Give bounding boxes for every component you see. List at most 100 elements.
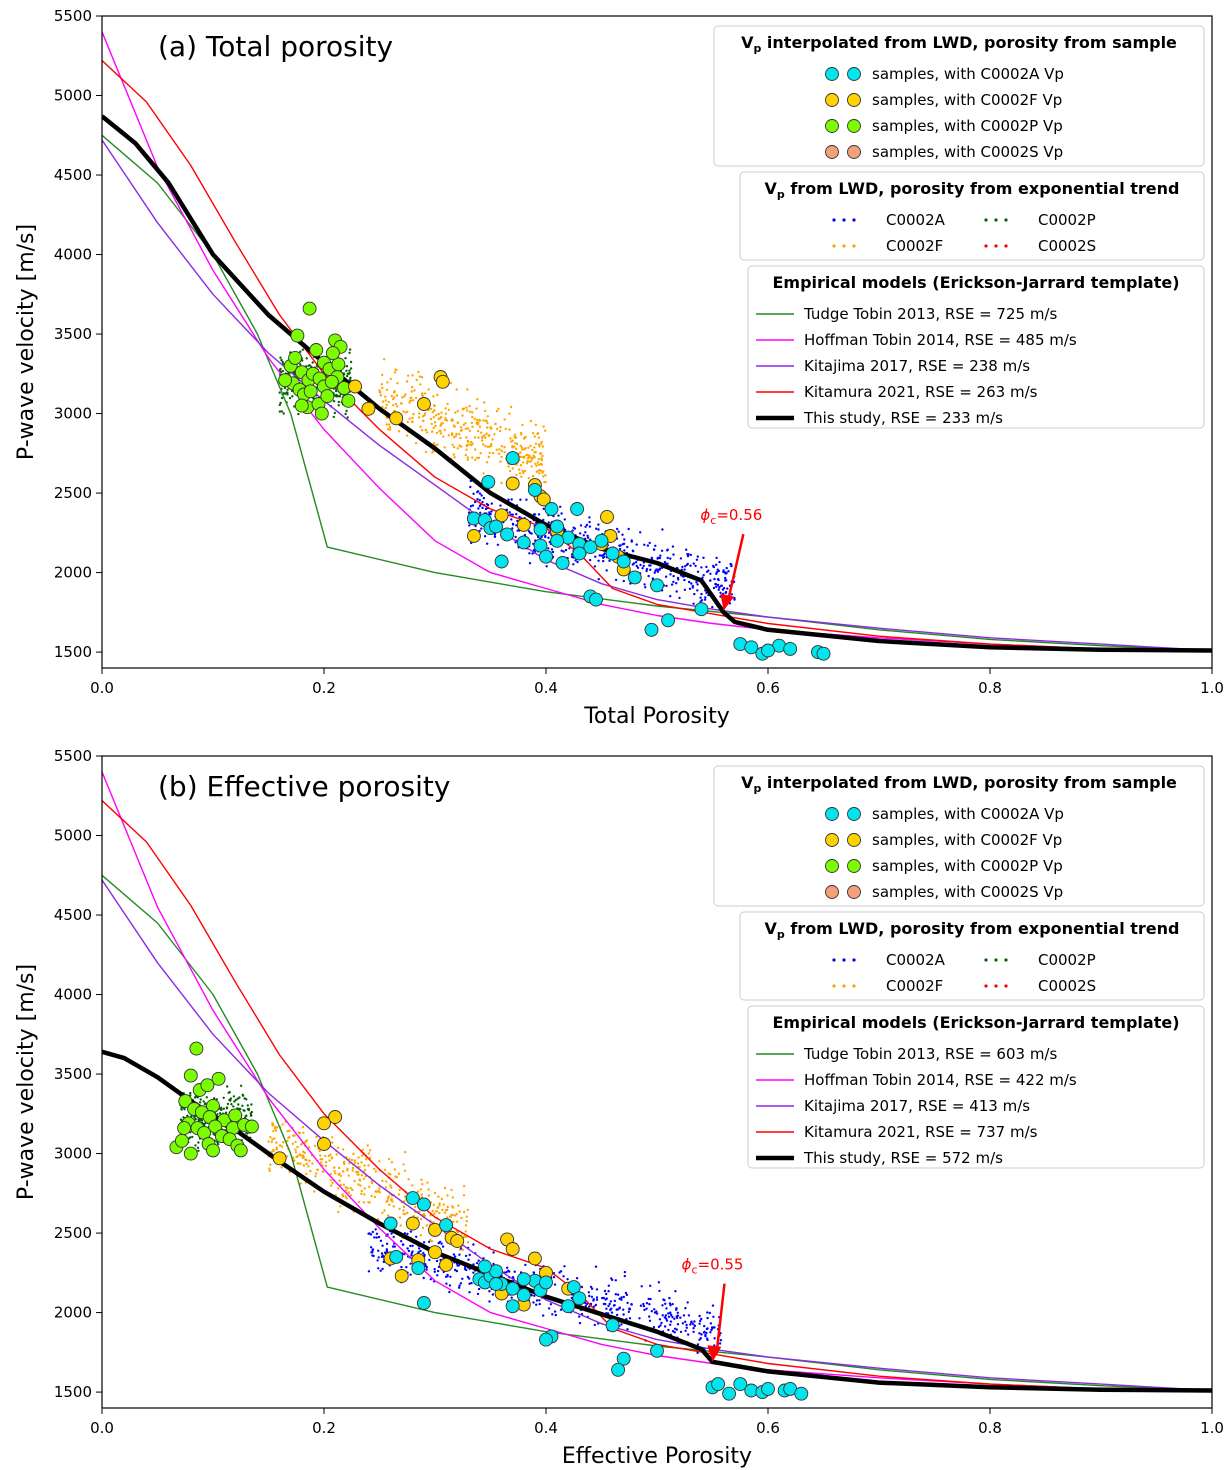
lwd-point: [411, 1244, 414, 1248]
sample-point: [650, 1343, 664, 1358]
lwd-point: [307, 1165, 310, 1168]
lwd-point: [590, 1295, 594, 1299]
lwd-point: [305, 1158, 308, 1162]
lwd-point: [507, 465, 510, 468]
lwd-point: [687, 1333, 690, 1336]
legend-marker: [847, 859, 861, 873]
lwd-point: [454, 1268, 457, 1272]
lwd-point: [321, 1158, 324, 1161]
y-tick-label: 4500: [54, 906, 92, 924]
legend-marker: [847, 119, 861, 133]
lwd-point: [409, 1244, 412, 1248]
lwd-point: [651, 577, 654, 580]
lwd-point: [648, 541, 651, 545]
legend-label: samples, with C0002S Vp: [872, 143, 1063, 161]
lwd-point: [708, 1311, 711, 1315]
lwd-point: [675, 590, 678, 593]
lwd-point: [357, 1200, 361, 1204]
lwd-point: [425, 1268, 428, 1271]
lwd-point: [643, 583, 646, 586]
lwd-point: [344, 357, 347, 360]
sample-point: [177, 1121, 192, 1136]
lwd-point: [476, 398, 479, 401]
lwd-point: [533, 513, 537, 516]
lwd-point: [379, 394, 383, 397]
lwd-point: [454, 1255, 457, 1258]
lwd-point: [508, 428, 511, 431]
sample-point: [411, 1261, 426, 1276]
lwd-point: [477, 436, 480, 439]
lwd-point: [536, 470, 539, 473]
lwd-point: [468, 404, 471, 408]
lwd-point: [238, 1096, 241, 1099]
lwd-point: [392, 397, 395, 401]
x-tick-label: 0.6: [756, 1419, 780, 1437]
lwd-point: [537, 443, 541, 446]
lwd-point: [342, 1183, 346, 1186]
lwd-point: [281, 1123, 284, 1126]
lwd-point: [428, 1258, 431, 1262]
lwd-point: [519, 464, 523, 467]
lwd-point: [407, 1249, 411, 1253]
lwd-point: [409, 1262, 412, 1265]
lwd-point: [381, 1179, 384, 1183]
lwd-point: [663, 1325, 667, 1328]
critical-porosity-annotation: ϕc=0.55: [682, 1256, 743, 1362]
chart-panel-b: 0.0 0.2 0.4 0.6 0.8 1.0 1500 2000 2500 3000 3500 40…: [14, 747, 1224, 1469]
lwd-point: [714, 583, 718, 586]
sample-point: [294, 398, 309, 413]
lwd-point: [659, 1324, 662, 1327]
lwd-point: [338, 395, 341, 398]
lwd-point: [560, 549, 563, 552]
legend-dot: [832, 984, 836, 988]
lwd-point: [475, 407, 478, 410]
lwd-point: [423, 1253, 426, 1257]
lwd-point: [366, 1144, 369, 1147]
lwd-point: [682, 1314, 686, 1317]
lwd-point: [660, 549, 664, 552]
legend-label: C0002A: [886, 211, 946, 229]
annotation-arrowhead: [720, 593, 734, 611]
lwd-point: [642, 1304, 646, 1308]
lwd-point: [473, 436, 477, 439]
lwd-point: [333, 1166, 336, 1169]
sample-point: [489, 519, 503, 534]
lwd-point: [345, 365, 349, 368]
lwd-point: [342, 1148, 345, 1151]
legend-marker: [825, 67, 839, 81]
lwd-point: [395, 1175, 398, 1179]
lwd-point: [432, 1203, 436, 1207]
lwd-point: [484, 445, 487, 448]
lwd-point: [547, 531, 551, 534]
sample-point: [733, 1377, 748, 1392]
lwd-point: [705, 1327, 709, 1331]
lwd-point: [272, 1129, 275, 1133]
y-tick-label: 4000: [54, 986, 92, 1004]
lwd-point: [663, 1299, 666, 1302]
lwd-point: [698, 1338, 701, 1342]
lwd-point: [529, 419, 533, 423]
lwd-point: [486, 445, 490, 449]
lwd-point: [642, 1302, 645, 1306]
lwd-point: [390, 1198, 393, 1202]
lwd-point: [479, 511, 482, 514]
lwd-point: [641, 567, 644, 570]
lwd-point: [460, 1216, 463, 1220]
lwd-point: [197, 1149, 200, 1153]
lwd-point: [715, 563, 718, 566]
lwd-point: [607, 1290, 610, 1293]
lwd-point: [405, 1265, 408, 1269]
lwd-point: [220, 1106, 223, 1110]
lwd-point: [404, 1150, 407, 1154]
lwd-point: [542, 1314, 545, 1317]
lwd-point: [483, 401, 486, 404]
lwd-point: [493, 535, 497, 538]
y-tick-label: 2000: [54, 564, 92, 582]
lwd-point: [278, 410, 282, 413]
lwd-point: [315, 1172, 318, 1175]
lwd-point: [448, 1290, 451, 1294]
lwd-point: [687, 580, 691, 584]
lwd-point: [468, 410, 472, 413]
lwd-point: [588, 520, 591, 524]
lwd-point: [665, 1307, 668, 1310]
